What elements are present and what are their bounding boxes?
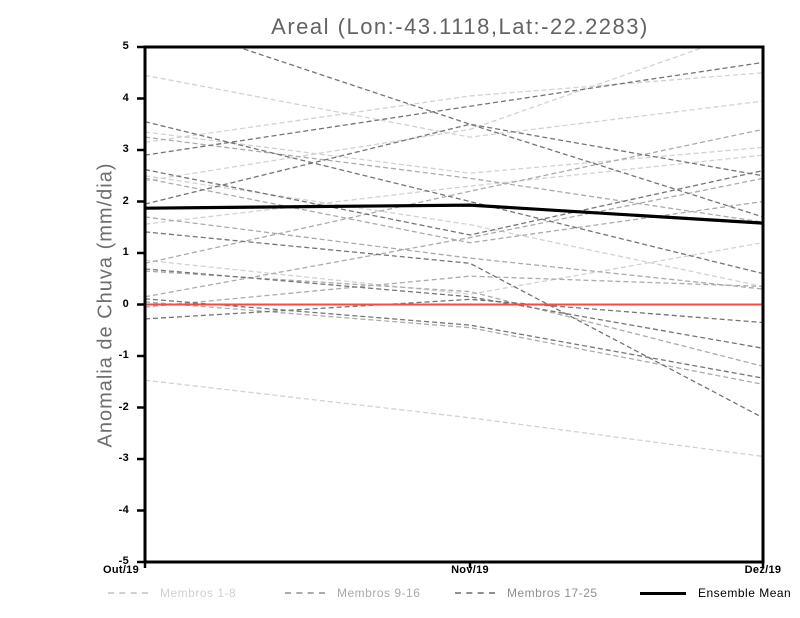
- member-line-g2-7: [145, 275, 763, 308]
- y-tick-label: 3: [122, 143, 129, 155]
- legend-item-membros-1-8: Membros 1-8: [108, 585, 236, 601]
- member-line-g3-1: [235, 47, 763, 177]
- member-line-g2-5: [145, 270, 763, 367]
- y-tick-label: 1: [122, 246, 129, 258]
- member-line-g3-6: [145, 231, 763, 419]
- member-line-g3-5: [145, 123, 763, 218]
- y-tick-label: -5: [118, 555, 129, 567]
- member-line-g1-6: [145, 47, 707, 182]
- y-tick-label: -2: [118, 400, 129, 413]
- legend-label: Membros 17-25: [507, 586, 598, 600]
- member-line-g2-4: [145, 128, 763, 264]
- x-tick-label: Nov/19: [451, 564, 489, 576]
- member-line-g2-6: [145, 177, 763, 298]
- x-tick-label: Dez/19: [744, 564, 782, 576]
- member-line-g1-4: [145, 175, 763, 288]
- legend-item-membros-17-25: Membros 17-25: [455, 585, 598, 601]
- legend-label: Ensemble Mean: [698, 586, 792, 600]
- member-line-g3-2: [145, 121, 763, 275]
- member-line-g1-8: [145, 379, 763, 458]
- y-tick-label: -3: [118, 452, 129, 464]
- member-line-g3-9: [145, 298, 763, 324]
- series-layer: [145, 47, 763, 458]
- y-tick-label: 2: [122, 194, 129, 207]
- dashed-line-sample: [285, 592, 325, 594]
- legend-item-ensemble-mean: Ensemble Mean: [640, 585, 791, 601]
- y-tick-label: 4: [122, 91, 129, 104]
- member-line-g2-8: [145, 301, 763, 385]
- member-line-g1-7: [145, 242, 763, 295]
- legend-item-membros-9-16: Membros 9-16: [285, 585, 420, 601]
- legend: Membros 1-8 Membros 9-16 Membros 17-25 E…: [0, 585, 800, 603]
- member-line-g3-4: [145, 168, 763, 236]
- member-line-g1-1: [145, 74, 763, 138]
- legend-label: Membros 9-16: [337, 586, 421, 600]
- x-tick-label: Out/19: [102, 564, 140, 576]
- member-line-g2-1: [145, 136, 763, 223]
- y-tick-label: -1: [118, 349, 129, 361]
- member-line-g2-2: [145, 177, 763, 244]
- member-line-g3-8: [145, 298, 763, 379]
- solid-line-sample: [640, 591, 686, 595]
- y-tick-label: -4: [118, 503, 129, 516]
- member-line-g1-5: [145, 154, 763, 225]
- member-line-g3-7: [145, 268, 763, 349]
- member-line-g1-2: [145, 131, 763, 174]
- member-line-g1-3: [145, 72, 763, 143]
- dashed-line-sample: [455, 592, 495, 594]
- legend-label: Membros 1-8: [160, 586, 237, 600]
- dashed-line-sample: [108, 592, 148, 594]
- y-tick-label: 5: [122, 40, 129, 52]
- member-line-g3-3: [145, 61, 763, 156]
- ensemble-mean-line: [145, 203, 763, 225]
- member-line-g2-3: [145, 216, 763, 290]
- chart-title: Areal (Lon:-43.1118,Lat:-22.2283): [271, 14, 649, 39]
- y-tick-label: 0: [122, 297, 129, 310]
